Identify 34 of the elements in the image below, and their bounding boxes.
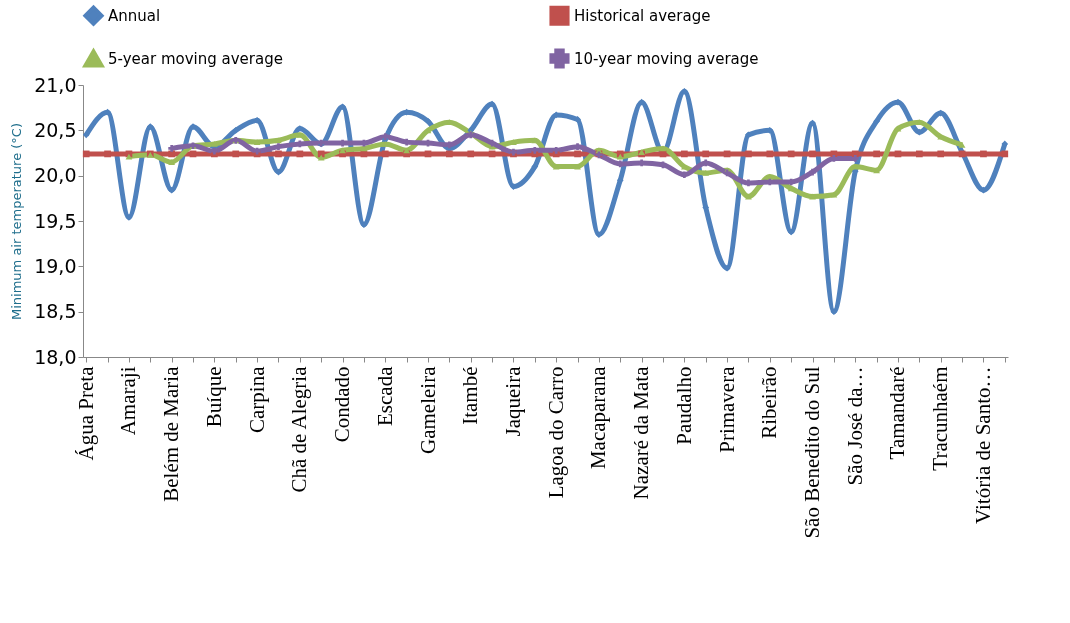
legend-label: Annual	[108, 6, 161, 25]
x-tick-label: Condado	[330, 366, 355, 443]
y-tick-label: 19,5	[34, 209, 77, 232]
x-tick-label: Buíque	[201, 366, 226, 428]
x-tick-label: Belém de Maria	[159, 365, 184, 502]
y-axis-title: Minimum air temperature (°C)	[9, 123, 25, 320]
x-tick-label: Água Preta	[73, 365, 98, 461]
y-tick-label: 20,5	[34, 118, 77, 141]
x-tick-label: Nazaré da Mata	[629, 365, 654, 500]
legend-label: 10-year moving average	[574, 49, 759, 68]
x-tick-label: Tamandaré	[885, 366, 910, 460]
x-tick-label: Primavera	[714, 365, 739, 453]
x-tick-label: Tracunhaém	[928, 366, 953, 471]
x-tick-label: Carpina	[244, 365, 269, 433]
y-tick-label: 18,0	[34, 345, 77, 368]
x-tick-label: Gameleira	[415, 365, 440, 454]
y-tick-label: 20,0	[34, 164, 77, 187]
y-tick-label: 19,0	[34, 254, 77, 277]
x-tick-label: São José da…	[842, 366, 867, 486]
x-tick-label: Macaparana	[586, 365, 611, 470]
x-tick-label: Ribeirão	[757, 366, 782, 439]
x-tick-label: Escada	[372, 365, 397, 426]
x-tick-label: Paudalho	[671, 366, 696, 445]
y-tick-label: 18,5	[34, 300, 77, 323]
legend-label: Historical average	[574, 6, 711, 25]
x-tick-label: Itambé	[458, 366, 483, 425]
legend-label: 5-year moving average	[108, 49, 283, 68]
x-tick-label: São Benedito do Sul	[800, 366, 825, 539]
x-tick-label: Vitória de Santo…	[970, 366, 995, 524]
x-tick-label: Jaqueira	[500, 365, 525, 437]
x-tick-label: Lagoa do Carro	[543, 366, 568, 499]
x-tick-label: Amaraji	[116, 366, 141, 436]
x-tick-label: Chã de Alegria	[287, 365, 312, 493]
y-tick-label: 21,0	[34, 73, 77, 96]
